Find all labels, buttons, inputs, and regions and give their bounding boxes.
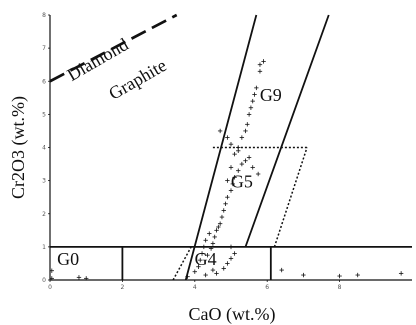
data-point-marker bbox=[201, 244, 207, 250]
data-point-marker bbox=[225, 178, 230, 183]
data-point-marker bbox=[205, 252, 210, 258]
data-point-marker bbox=[239, 135, 245, 140]
y-tick-label: 5 bbox=[42, 111, 46, 118]
x-tick-label: 0 bbox=[48, 284, 52, 291]
y-axis-title: Cr2O3 (wt.%) bbox=[8, 96, 29, 199]
x-tick-label: 4 bbox=[193, 284, 197, 291]
data-point-marker bbox=[208, 246, 214, 251]
labels: CaO (wt.%)Cr2O3 (wt.%)G0 G4G5G9DiamondGra… bbox=[8, 34, 282, 325]
data-point-marker bbox=[250, 165, 255, 170]
data-point-marker bbox=[225, 194, 230, 200]
data-point-marker bbox=[232, 151, 237, 157]
x-tick-label: 6 bbox=[265, 284, 269, 291]
data-point-marker bbox=[84, 276, 89, 281]
data-point-marker bbox=[49, 268, 55, 273]
data-point-marker bbox=[279, 267, 284, 273]
g5-left-boundary bbox=[172, 246, 192, 281]
data-point-marker bbox=[203, 238, 208, 243]
x-tick-label: 8 bbox=[338, 284, 342, 291]
y-tick-label: 1 bbox=[42, 244, 46, 251]
data-point-marker bbox=[221, 266, 226, 271]
data-point-marker bbox=[232, 175, 237, 180]
data-point-marker bbox=[199, 251, 205, 256]
data-point-marker bbox=[223, 201, 228, 207]
x-axis-title: CaO (wt.%) bbox=[189, 304, 276, 325]
data-point-marker bbox=[225, 261, 230, 266]
data-point-marker bbox=[398, 271, 404, 276]
data-point-marker bbox=[49, 276, 55, 281]
g5-right-boundary bbox=[273, 147, 308, 248]
data-point-marker bbox=[236, 148, 241, 154]
data-point-marker bbox=[225, 135, 230, 140]
data-point-marker bbox=[236, 168, 241, 173]
data-point-marker bbox=[198, 257, 203, 263]
data-point-marker bbox=[228, 165, 234, 170]
data-point-marker bbox=[255, 171, 261, 177]
data-point-marker bbox=[261, 59, 266, 64]
data-point-marker bbox=[196, 264, 201, 269]
data-point-marker bbox=[257, 62, 263, 67]
data-point-marker bbox=[252, 92, 257, 97]
diamond-graphite-boundary bbox=[49, 13, 178, 83]
data-point-marker bbox=[185, 274, 190, 279]
y-tick-label: 6 bbox=[42, 78, 46, 85]
data-point-marker bbox=[192, 269, 197, 274]
data-point-marker bbox=[243, 158, 248, 163]
data-point-marker bbox=[217, 221, 223, 226]
data-point-marker bbox=[76, 275, 82, 280]
y-tick-label: 0 bbox=[42, 277, 46, 284]
y-tick-label: 4 bbox=[42, 145, 46, 152]
data-point-marker bbox=[210, 267, 216, 273]
data-point-marker bbox=[210, 241, 216, 246]
data-point-marker bbox=[232, 251, 237, 256]
data-point-marker bbox=[246, 112, 252, 117]
data-point-marker bbox=[214, 271, 219, 276]
y-tick-label: 7 bbox=[42, 45, 46, 52]
data-point-marker bbox=[216, 224, 221, 230]
g9-right-boundary bbox=[244, 14, 330, 248]
data-point-marker bbox=[219, 214, 225, 220]
y-tick-label: 8 bbox=[42, 12, 46, 19]
data-point-marker bbox=[228, 256, 234, 261]
data-point-marker bbox=[254, 85, 259, 91]
data-point-marker bbox=[248, 105, 254, 110]
region-label: G9 bbox=[260, 85, 282, 105]
data-points bbox=[49, 59, 404, 281]
data-point-marker bbox=[250, 98, 255, 104]
data-point-marker bbox=[355, 272, 360, 278]
data-point-marker bbox=[207, 231, 212, 236]
data-point-marker bbox=[228, 188, 234, 193]
region-label: G5 bbox=[231, 171, 253, 191]
y-tick-label: 2 bbox=[42, 211, 46, 218]
data-point-marker bbox=[221, 208, 226, 213]
data-point-marker bbox=[230, 181, 236, 187]
data-point-marker bbox=[337, 273, 342, 279]
plot-area: 0 1 2 3 4 5 6 7 8 0 2 4 6 8 bbox=[42, 12, 412, 291]
data-point-marker bbox=[214, 228, 219, 233]
data-point-marker bbox=[203, 272, 208, 278]
data-point-marker bbox=[239, 161, 245, 167]
data-point-marker bbox=[228, 244, 234, 250]
y-tick-label: 3 bbox=[42, 178, 46, 185]
region-label: G4 bbox=[195, 249, 217, 269]
data-point-marker bbox=[243, 128, 248, 134]
data-point-marker bbox=[245, 122, 250, 127]
data-point-marker bbox=[246, 155, 252, 160]
data-point-marker bbox=[228, 141, 234, 147]
x-tick-label: 2 bbox=[120, 284, 124, 291]
data-point-marker bbox=[257, 69, 263, 74]
boundary-label: Graphite bbox=[105, 55, 170, 104]
region-label: G0 bbox=[57, 249, 79, 269]
data-point-marker bbox=[212, 234, 217, 240]
data-point-marker bbox=[301, 272, 306, 278]
boundary-lines bbox=[49, 13, 412, 281]
data-point-marker bbox=[217, 128, 223, 134]
